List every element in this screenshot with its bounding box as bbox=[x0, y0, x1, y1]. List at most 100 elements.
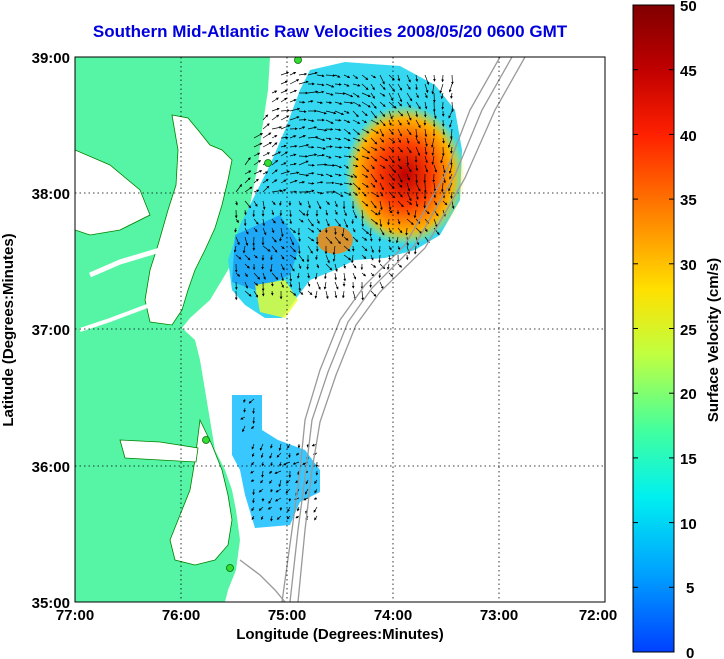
map-title: Southern Mid-Atlantic Raw Velocities 200… bbox=[92, 22, 568, 41]
bay-inlet bbox=[75, 149, 151, 236]
velocity-arrow bbox=[352, 209, 357, 219]
velocity-arrow bbox=[307, 189, 315, 193]
velocity-arrow bbox=[288, 452, 292, 458]
velocity-arrow bbox=[424, 209, 430, 215]
velocity-arrow bbox=[406, 128, 412, 136]
velocity-arrow bbox=[251, 443, 255, 450]
velocity-arrow bbox=[334, 155, 342, 159]
velocity-arrow bbox=[280, 281, 284, 289]
velocity-arrow bbox=[379, 92, 386, 97]
velocity-arrow bbox=[406, 110, 412, 121]
velocity-arrow bbox=[379, 74, 385, 85]
velocity-arrow bbox=[271, 126, 283, 130]
pamlico-sound bbox=[169, 418, 233, 566]
velocity-arrow bbox=[298, 72, 308, 76]
velocity-arrow bbox=[361, 74, 369, 81]
y-tick-label: 35:00 bbox=[32, 595, 70, 612]
y-tick-label: 39:00 bbox=[32, 50, 70, 67]
velocity-arrow bbox=[433, 110, 437, 120]
velocity-arrow bbox=[361, 272, 367, 277]
velocity-arrow bbox=[334, 173, 342, 177]
velocity-arrow bbox=[253, 189, 260, 193]
velocity-arrow bbox=[361, 218, 365, 227]
velocity-arrow bbox=[334, 227, 337, 236]
velocity-arrow bbox=[262, 218, 266, 227]
velocity-arrow bbox=[289, 171, 300, 175]
velocity-arrow bbox=[397, 200, 404, 208]
velocity-arrow bbox=[397, 263, 403, 268]
velocity-arrow bbox=[370, 74, 377, 79]
velocity-arrow bbox=[235, 218, 239, 223]
velocity-arrow bbox=[315, 254, 318, 261]
velocity-arrow bbox=[280, 218, 284, 225]
velocity-arrow bbox=[258, 488, 264, 493]
velocity-arrow bbox=[388, 128, 394, 135]
velocity-arrow bbox=[307, 227, 315, 233]
velocity-arrow bbox=[343, 128, 351, 135]
velocity-arrow bbox=[406, 146, 412, 154]
velocity-arrow bbox=[379, 128, 384, 137]
velocity-arrow bbox=[440, 182, 444, 193]
velocity-arrow bbox=[388, 137, 396, 144]
velocity-arrow bbox=[433, 164, 437, 173]
velocity-arrow bbox=[289, 245, 296, 253]
bathymetry-contour-1 bbox=[281, 57, 501, 602]
velocity-arrow bbox=[316, 163, 328, 167]
velocity-arrow bbox=[307, 290, 313, 296]
velocity-arrow bbox=[325, 137, 332, 141]
velocity-arrow bbox=[361, 83, 369, 91]
velocity-arrow bbox=[343, 182, 353, 186]
velocity-arrow bbox=[253, 218, 259, 225]
velocity-arrow bbox=[370, 101, 377, 109]
velocity-arrow bbox=[352, 146, 361, 152]
velocity-arrow bbox=[406, 191, 412, 202]
velocity-arrow bbox=[334, 218, 341, 227]
colorbar-tick-label: 30 bbox=[680, 257, 697, 274]
velocity-arrow bbox=[270, 515, 273, 522]
velocity-arrow bbox=[415, 164, 419, 172]
velocity-arrow bbox=[415, 173, 419, 184]
velocity-arrow bbox=[388, 83, 395, 92]
velocity-arrow bbox=[325, 110, 337, 115]
velocity-arrow bbox=[325, 254, 330, 264]
velocity-arrow bbox=[343, 119, 351, 123]
velocity-arrow bbox=[262, 200, 266, 210]
velocity-arrow bbox=[379, 263, 386, 270]
velocity-arrow bbox=[334, 92, 346, 95]
velocity-arrow bbox=[316, 90, 325, 94]
velocity-arrow bbox=[289, 263, 295, 272]
velocity-arrow bbox=[251, 425, 255, 430]
velocity-arrow bbox=[325, 145, 333, 149]
velocity-arrow bbox=[431, 155, 435, 165]
velocity-arrow bbox=[433, 218, 438, 228]
velocity-arrow bbox=[341, 290, 345, 299]
velocity-arrow bbox=[370, 164, 375, 170]
velocity-arrow bbox=[325, 74, 336, 77]
velocity-arrow bbox=[370, 128, 380, 134]
velocity-arrow bbox=[307, 236, 315, 242]
velocity-arrow bbox=[280, 245, 285, 250]
velocity-arrow bbox=[388, 119, 392, 126]
colorbar-tick-label: 20 bbox=[680, 386, 697, 403]
velocity-arrow bbox=[406, 164, 412, 173]
velocity-arrow bbox=[361, 119, 367, 124]
y-tick-label: 38:00 bbox=[32, 186, 70, 203]
bathymetry-contours bbox=[239, 57, 526, 602]
velocity-arrow bbox=[298, 126, 306, 130]
velocity-arrow bbox=[316, 128, 328, 132]
velocity-arrow bbox=[370, 110, 377, 119]
velocity-arrow bbox=[307, 218, 314, 227]
colorbar-ticks bbox=[633, 4, 674, 653]
velocity-arrow bbox=[350, 254, 354, 264]
velocity-arrow bbox=[334, 272, 338, 281]
velocity-arrow bbox=[251, 506, 255, 512]
velocity-arrow bbox=[370, 146, 378, 151]
velocity-arrow bbox=[379, 83, 386, 91]
velocity-arrow bbox=[316, 218, 320, 225]
velocity-arrow bbox=[262, 178, 269, 184]
velocity-arrow bbox=[415, 74, 419, 82]
velocity-arrow bbox=[244, 200, 252, 209]
velocity-arrow bbox=[307, 126, 318, 130]
radar-stations bbox=[202, 57, 302, 572]
velocity-arrow bbox=[271, 200, 276, 206]
